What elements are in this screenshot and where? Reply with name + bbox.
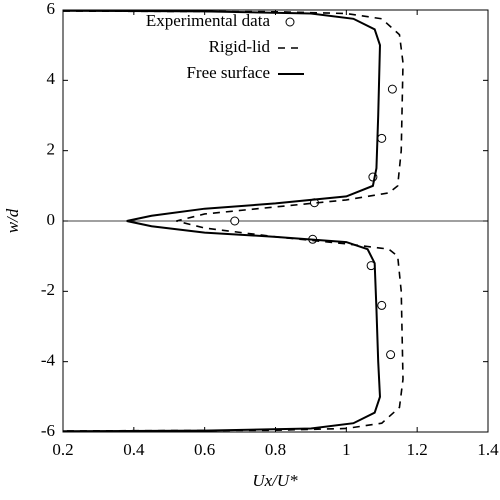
data-point: [387, 84, 397, 94]
x-axis-label: Ux/U*: [252, 471, 298, 490]
y-tick-label: -2: [41, 280, 55, 299]
x-tick-label: 1.4: [477, 440, 499, 459]
x-tick-label: 1: [342, 440, 351, 459]
profile-line: [62, 9, 381, 433]
data-point: [386, 350, 396, 360]
x-tick-label: 0.2: [52, 440, 73, 459]
x-tick-label: 0.8: [265, 440, 286, 459]
y-tick-label: -4: [41, 351, 56, 370]
x-tick-label: 0.4: [123, 440, 145, 459]
legend-label: Experimental data: [146, 11, 271, 30]
x-tick-label: 0.6: [194, 440, 215, 459]
profile-line: [62, 10, 404, 432]
x-tick-label: 1.2: [407, 440, 428, 459]
data-point: [377, 133, 387, 143]
legend-label: Rigid-lid: [209, 37, 271, 56]
y-tick-label: 2: [47, 140, 56, 159]
data-point: [377, 300, 387, 310]
data-point: [230, 216, 240, 226]
legend-label: Free surface: [186, 63, 270, 82]
y-axis-label: w/d: [3, 208, 22, 233]
y-tick-label: -6: [41, 421, 55, 440]
y-tick-label: 6: [47, 0, 56, 18]
y-tick-label: 4: [47, 69, 56, 88]
y-tick-label: 0: [47, 210, 56, 229]
legend-marker: [285, 17, 295, 27]
